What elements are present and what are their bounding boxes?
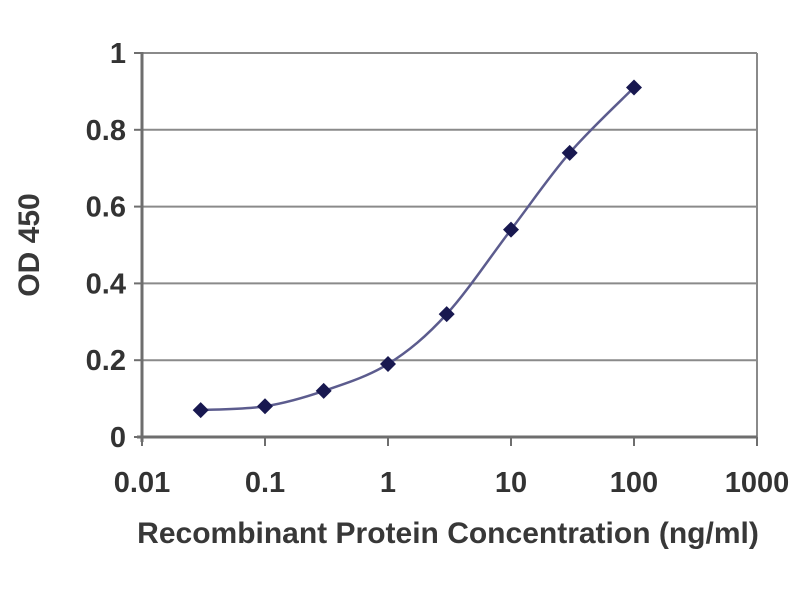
data-point-marker [315, 382, 332, 399]
x-tick-label: 0.01 [114, 467, 170, 499]
x-tick-label: 0.1 [245, 467, 285, 499]
y-tick-label: 0 [110, 422, 126, 454]
y-tick-label: 1 [110, 38, 126, 70]
x-tick-label: 100 [610, 467, 658, 499]
series-line [200, 86, 635, 412]
x-tick-label: 1000 [725, 467, 790, 499]
x-axis-title: Recombinant Protein Concentration (ng/ml… [137, 517, 759, 550]
data-point-marker [192, 402, 209, 419]
x-tick-label: 10 [495, 467, 527, 499]
data-point-marker [257, 398, 273, 415]
data-point-marker [626, 79, 642, 96]
y-tick-label: 0.2 [86, 345, 126, 377]
x-tick-label: 1 [380, 467, 396, 499]
data-point-marker [561, 144, 578, 161]
y-tick-label: 0.4 [86, 268, 126, 300]
y-axis-title: OD 450 [13, 193, 46, 297]
y-tick-label: 0.6 [86, 192, 126, 224]
data-point-marker [438, 306, 455, 323]
y-tick-label: 0.8 [86, 115, 126, 147]
data-point-marker [380, 356, 396, 373]
data-point-marker [503, 221, 519, 238]
